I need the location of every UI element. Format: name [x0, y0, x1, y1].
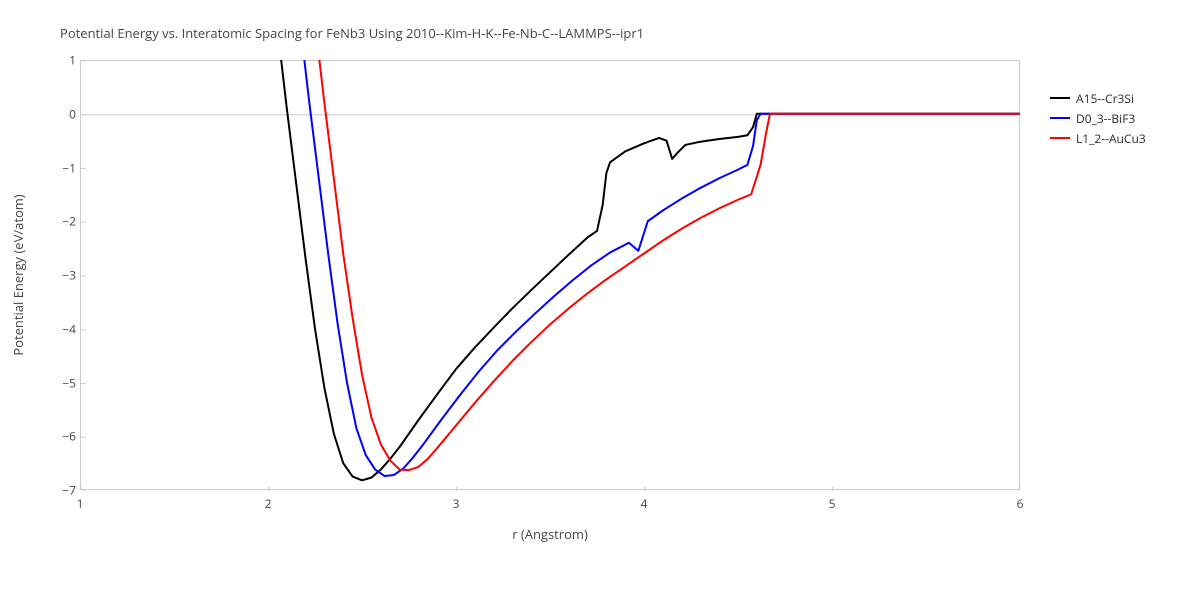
- y-tick-label: −4: [50, 320, 76, 337]
- y-tick-label: −2: [50, 213, 76, 230]
- legend-label: L1_2--AuCu3: [1076, 130, 1146, 147]
- legend-item[interactable]: L1_2--AuCu3: [1050, 128, 1146, 148]
- x-tick-label: 6: [1017, 495, 1024, 512]
- y-axis-title: Potential Energy (eV/atom): [9, 194, 27, 355]
- x-tick-label: 4: [641, 495, 648, 512]
- series-line[interactable]: [268, 60, 1020, 480]
- y-tick-label: −1: [50, 159, 76, 176]
- y-tick-label: −7: [50, 482, 76, 499]
- legend-item[interactable]: A15--Cr3Si: [1050, 88, 1146, 108]
- y-tick-label: −5: [50, 374, 76, 391]
- y-tick-label: −3: [50, 267, 76, 284]
- y-tick-label: 0: [50, 105, 76, 122]
- chart-title: Potential Energy vs. Interatomic Spacing…: [60, 24, 644, 42]
- x-tick-label: 1: [77, 495, 84, 512]
- x-tick-label: 5: [829, 495, 836, 512]
- legend[interactable]: A15--Cr3Si D0_3--BiF3 L1_2--AuCu3: [1050, 88, 1146, 148]
- legend-swatch: [1050, 117, 1070, 119]
- legend-swatch: [1050, 97, 1070, 99]
- legend-swatch: [1050, 137, 1070, 139]
- curves-layer: [80, 60, 1020, 490]
- legend-label: A15--Cr3Si: [1076, 90, 1134, 107]
- y-tick-label: −6: [50, 428, 76, 445]
- x-tick-label: 3: [453, 495, 460, 512]
- x-axis-title: r (Angstrom): [512, 525, 588, 543]
- series-line[interactable]: [306, 60, 1020, 470]
- y-tick-label: 1: [50, 52, 76, 69]
- legend-label: D0_3--BiF3: [1076, 110, 1135, 127]
- legend-item[interactable]: D0_3--BiF3: [1050, 108, 1146, 128]
- series-line[interactable]: [291, 60, 1020, 476]
- x-tick-label: 2: [265, 495, 272, 512]
- chart-container: Potential Energy vs. Interatomic Spacing…: [0, 0, 1200, 600]
